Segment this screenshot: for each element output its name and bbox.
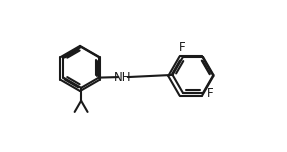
Text: F: F (179, 41, 185, 54)
Text: NH: NH (114, 71, 132, 84)
Text: F: F (207, 87, 214, 100)
